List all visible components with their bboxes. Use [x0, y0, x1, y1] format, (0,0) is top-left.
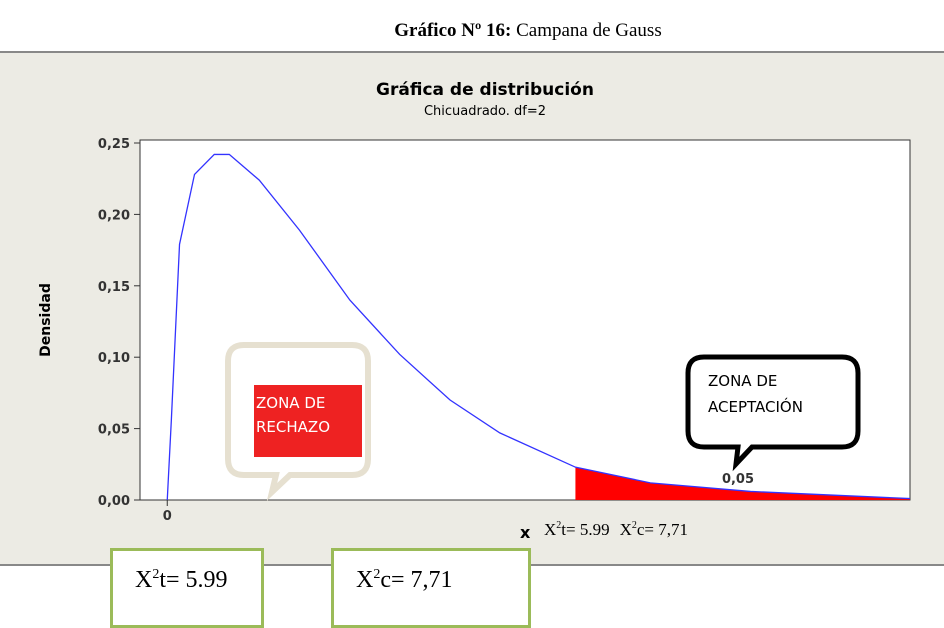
- y-tick-label: 0,20: [98, 208, 130, 223]
- aceptacion-bubble: [685, 354, 861, 472]
- t: t= 5.99: [561, 520, 609, 539]
- t: X: [135, 567, 153, 593]
- t: X: [620, 520, 632, 539]
- t: c= 7,71: [380, 567, 453, 593]
- caption-bold: Gráfico Nº 16:: [394, 20, 511, 41]
- aceptacion-label: ACEPTACIÓN: [708, 397, 803, 416]
- rechazo-label: ZONA DE: [256, 394, 325, 412]
- x-tick-label: 0: [163, 509, 172, 524]
- value-box: X2c= 7,71: [331, 548, 531, 628]
- caption-text: Campana de Gauss: [516, 20, 662, 41]
- y-tick-label: 0,10: [98, 351, 130, 366]
- y-tick-label: 0,05: [98, 423, 130, 438]
- aceptacion-label: ZONA DE: [708, 372, 777, 390]
- critical-label: X2t= 5.99 X2c= 7,71: [544, 520, 688, 539]
- t: 2: [373, 567, 381, 582]
- x-axis-label: x: [520, 523, 531, 542]
- y-tick-label: 0,25: [98, 137, 130, 152]
- t: 2: [556, 520, 561, 531]
- t: X: [544, 520, 556, 539]
- t: c= 7,71: [637, 520, 688, 539]
- t: t= 5.99: [159, 567, 228, 593]
- marks: 0,00 0,05 0,10 0,15 0,20 0,25 0: [98, 137, 911, 524]
- rechazo-box: [254, 385, 362, 457]
- chart-title: Gráfica de distribución: [376, 80, 594, 100]
- rechazo-label: RECHAZO: [256, 418, 330, 436]
- y-tick-label: 0,15: [98, 280, 130, 295]
- y-axis-label: Densidad: [38, 283, 54, 357]
- rechazo-bubble: [225, 342, 371, 502]
- value-box: X2t= 5.99: [110, 548, 264, 628]
- chart-subtitle: Chicuadrado. df=2: [424, 104, 546, 119]
- curve: [166, 153, 911, 501]
- y-tick-label: 0,00: [98, 494, 130, 509]
- caption: Gráfico Nº 16: Campana de Gauss: [394, 20, 661, 41]
- shaded-region: [575, 467, 910, 500]
- t: 2: [152, 567, 160, 582]
- alpha-label: 0,05: [722, 472, 754, 487]
- t: X: [356, 567, 374, 593]
- t: 2: [632, 520, 637, 531]
